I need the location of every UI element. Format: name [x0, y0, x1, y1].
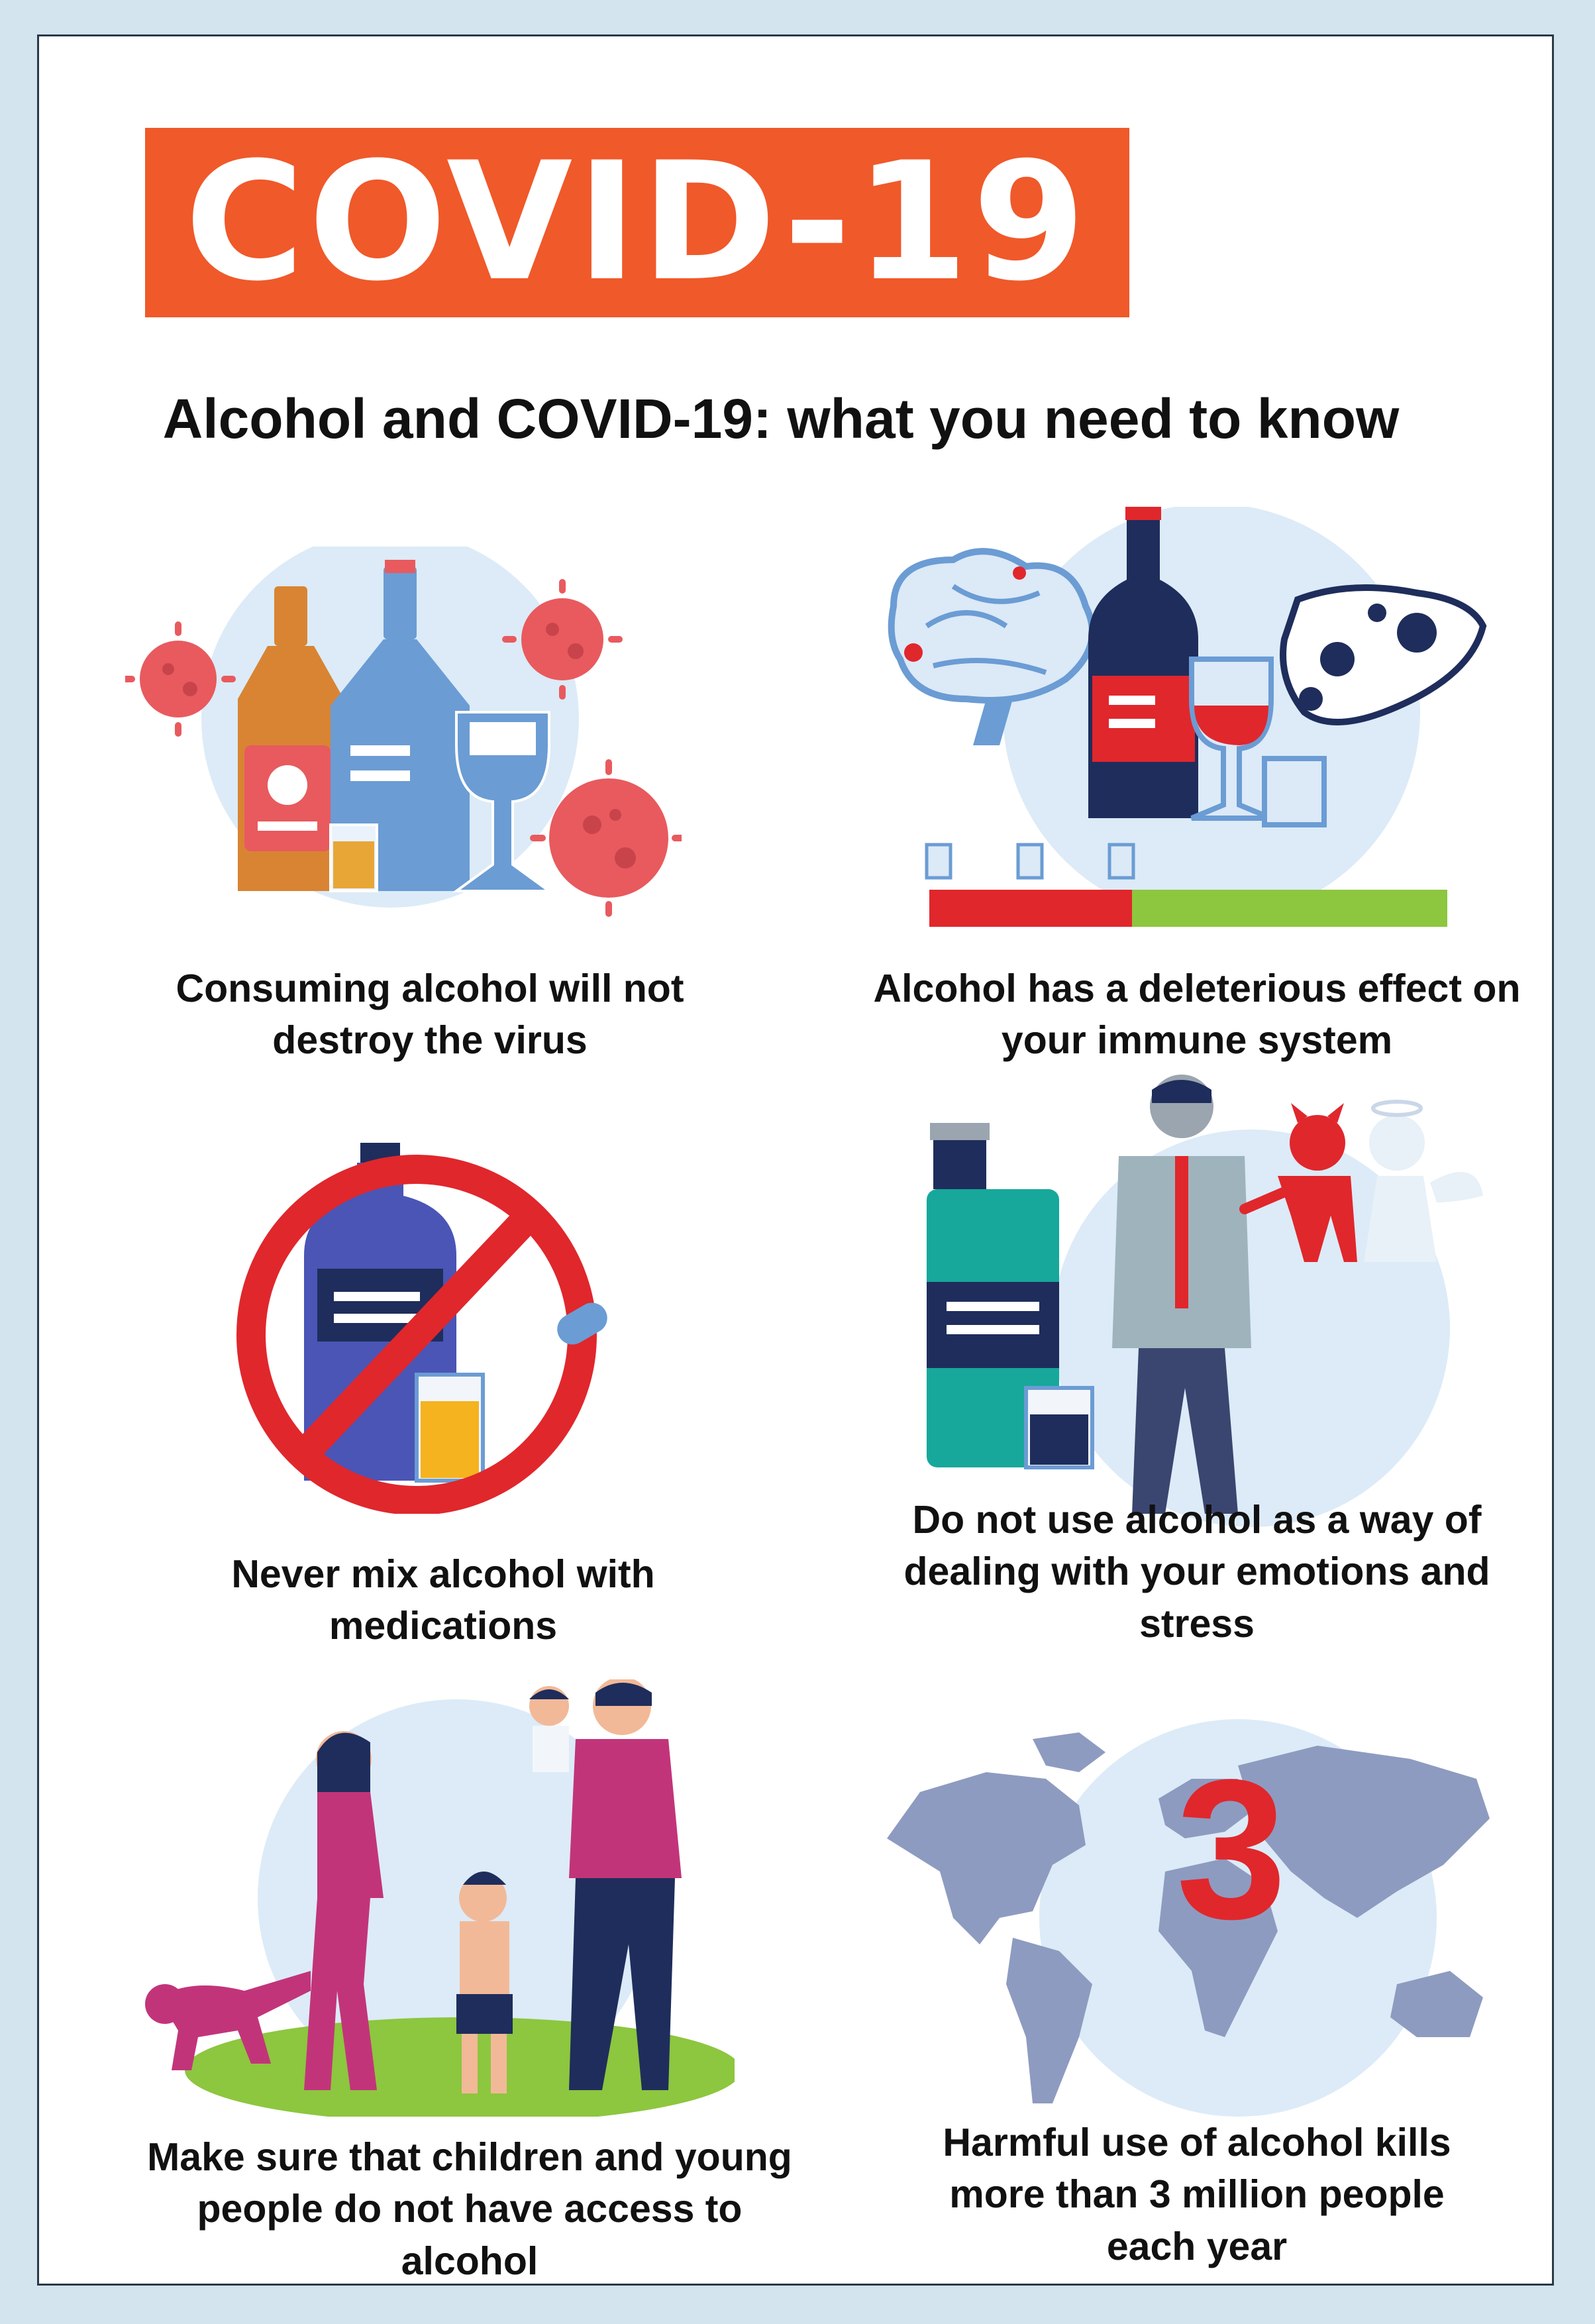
item-caption-4: Do not use alcohol as a way of dealing w… [903, 1498, 1490, 1646]
title-banner: COVID-19 [145, 128, 1129, 317]
no-alcohol-medication-icon [218, 1123, 642, 1514]
item-caption-2: Alcohol has a deleterious effect on your… [873, 967, 1521, 1063]
item-caption-3: Never mix alcohol with medications [231, 1552, 655, 1648]
organs-damage-icon [874, 507, 1510, 944]
world-map-number: 3 [1176, 1738, 1287, 1960]
poster: COVID-19 Alcohol and COVID-19: what you … [37, 34, 1554, 2286]
item-caption-6: Harmful use of alcohol kills more than 3… [943, 2121, 1451, 2268]
alcohol-bottles-virus-icon [125, 547, 682, 944]
world-map-icon: 3 [880, 1719, 1503, 2117]
family-icon [138, 1679, 735, 2117]
item-caption-5: Make sure that children and young people… [147, 2135, 792, 2283]
page-subtitle: Alcohol and COVID-19: what you need to k… [162, 388, 1400, 450]
banner-title: COVID-19 [184, 128, 1090, 317]
item-caption-1: Consuming alcohol will not destroy the v… [176, 967, 684, 1063]
stressed-man-icon [920, 1070, 1503, 1534]
